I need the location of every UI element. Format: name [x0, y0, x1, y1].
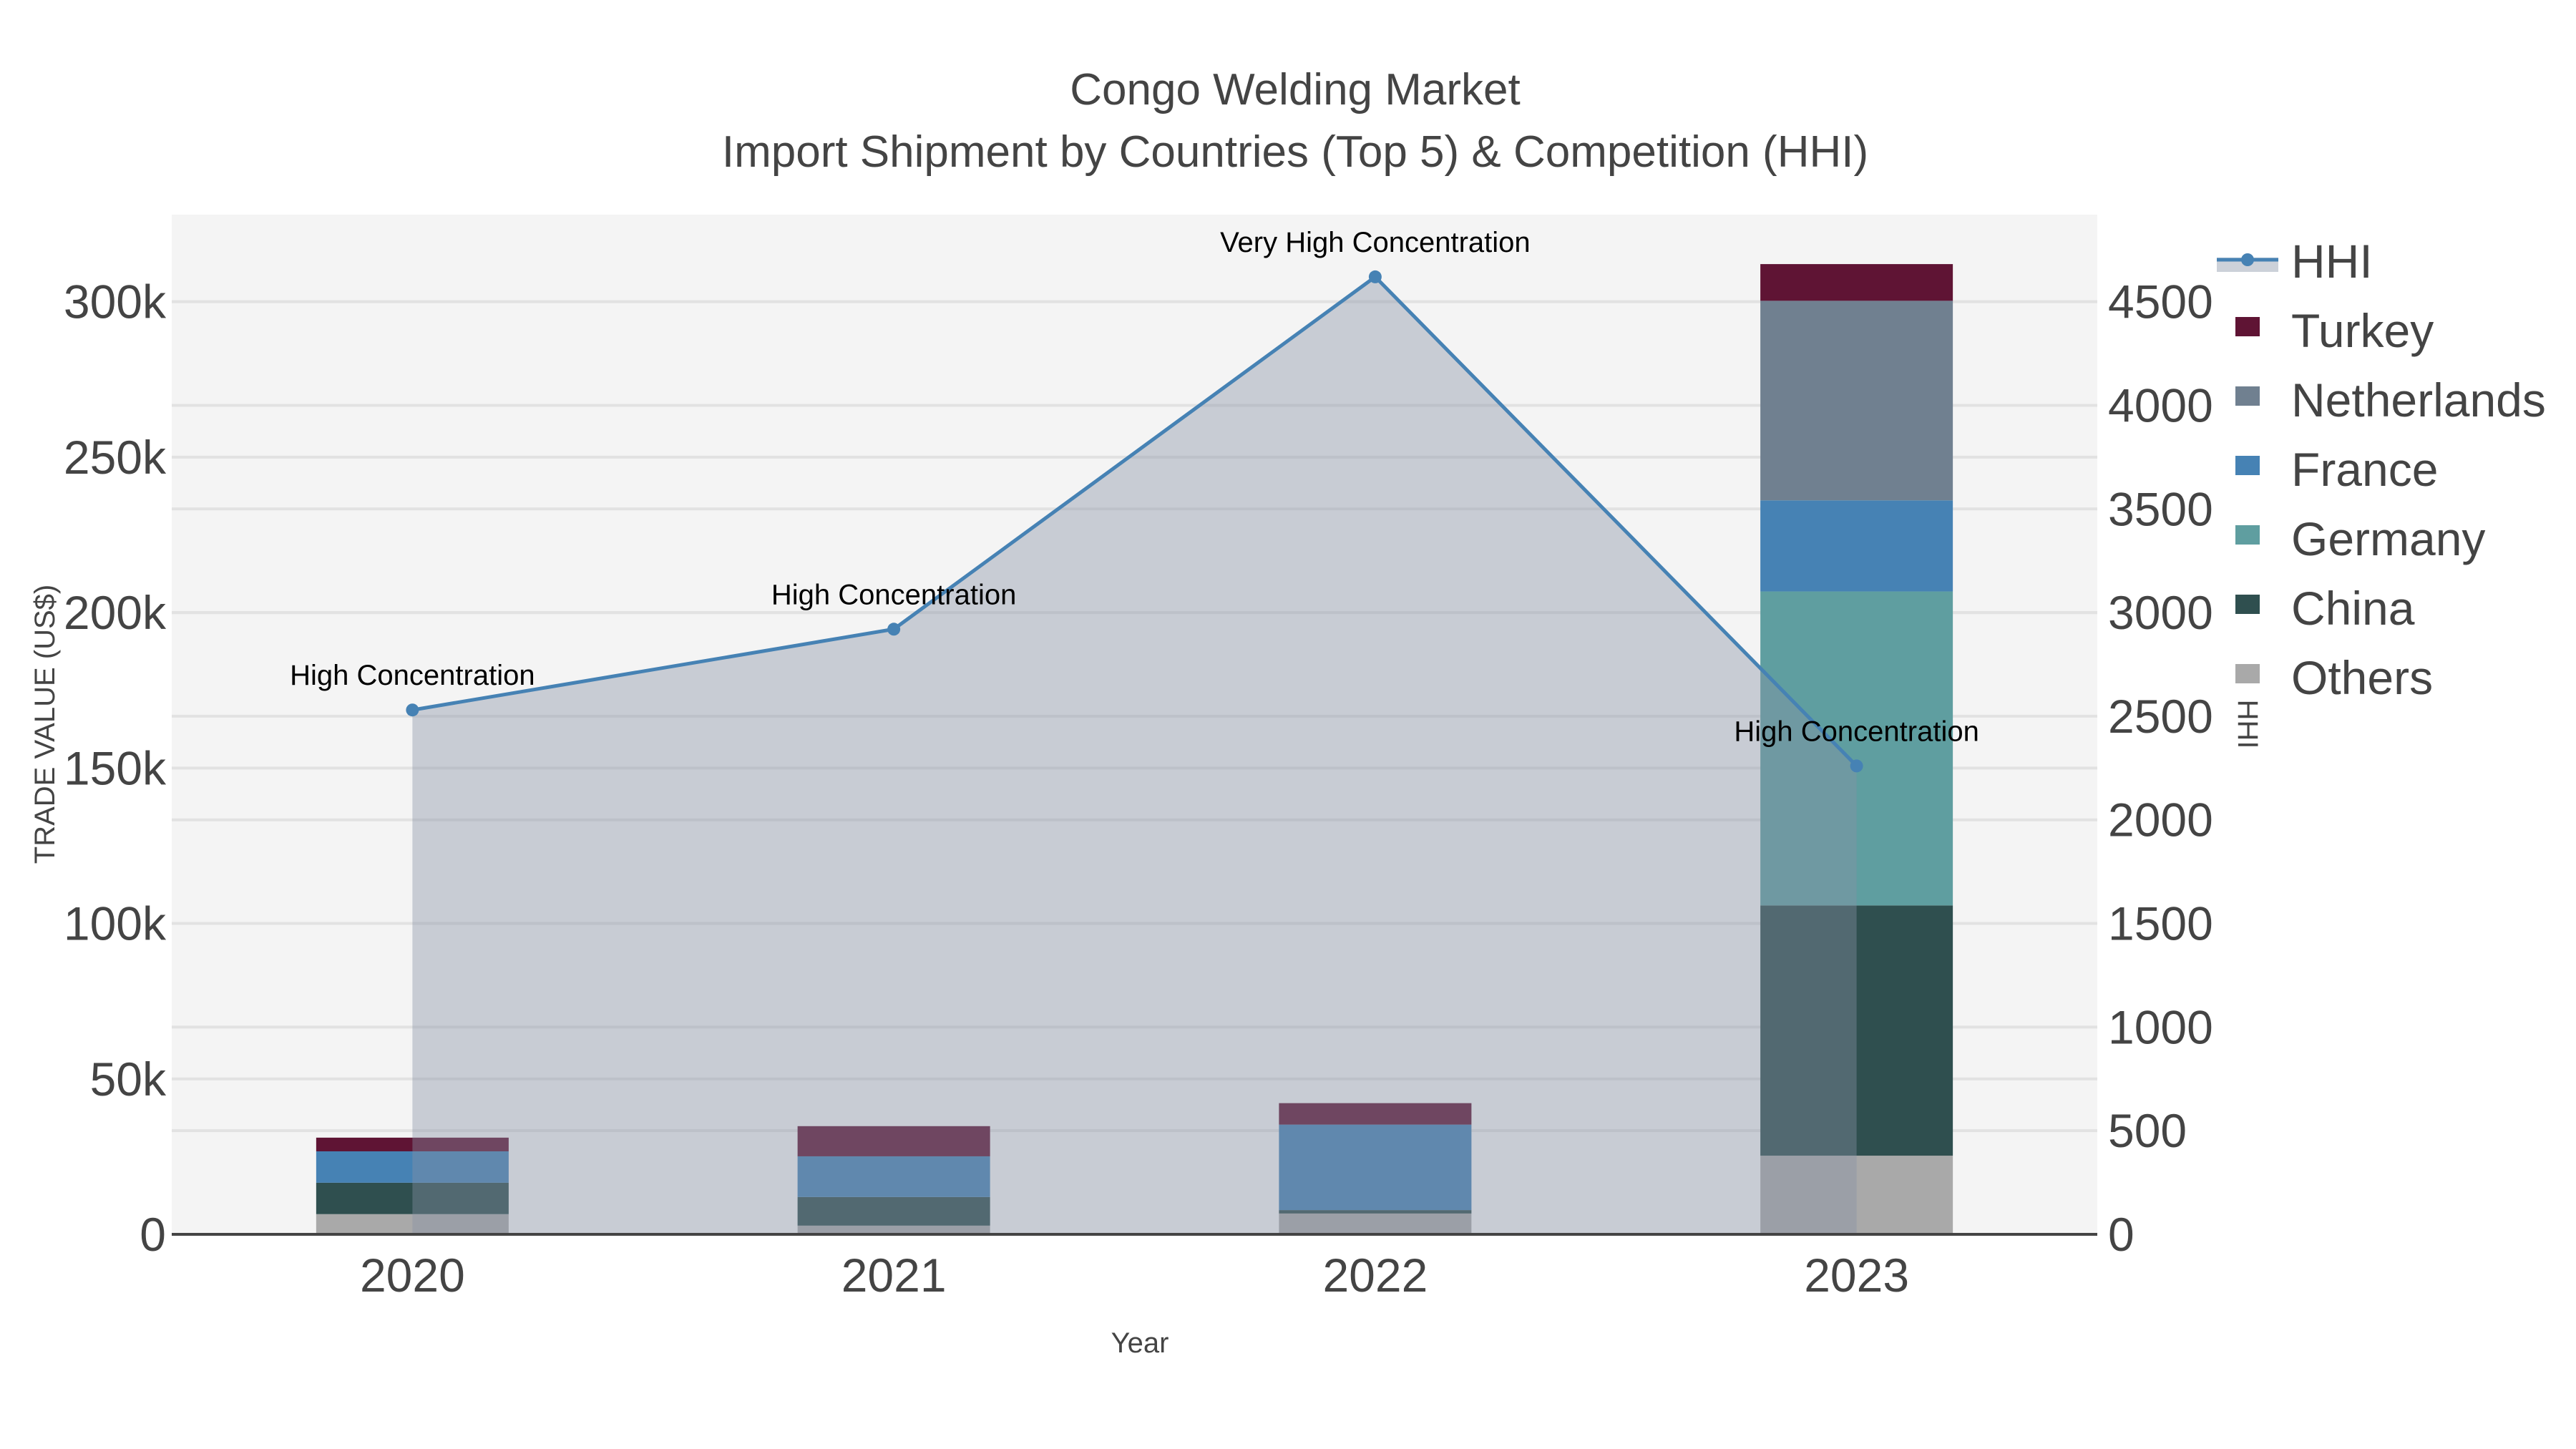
legend-swatch-icon	[2235, 525, 2260, 545]
legend-swatch-icon	[2235, 317, 2260, 336]
legend-item-netherlands[interactable]: Netherlands	[2235, 374, 2546, 426]
legend-marker-icon	[2241, 253, 2254, 266]
y-right-tick-label: 1000	[2108, 1000, 2213, 1053]
hhi-annotations: High Concentration High Concentration Very…	[290, 227, 1979, 748]
y-left-ticks: 0 50k 100k 150k 200k 250k 300k	[64, 275, 167, 1261]
bar-segment-turkey[interactable]	[316, 1137, 509, 1152]
hhi-marker[interactable]	[1368, 270, 1382, 283]
bar-segment-germany[interactable]	[1760, 591, 1953, 906]
y-right-tick-label: 1500	[2108, 897, 2213, 950]
legend-label: HHI	[2291, 235, 2373, 288]
stacked-bars	[316, 264, 1953, 1234]
hhi-annotation: High Concentration	[771, 579, 1016, 610]
y-left-tick-label: 300k	[64, 275, 167, 328]
y-right-tick-label: 500	[2108, 1104, 2187, 1157]
hhi-line-path	[411, 274, 1858, 768]
legend-item-france[interactable]: France	[2235, 443, 2438, 496]
legend-label: Others	[2291, 651, 2433, 704]
y-right-tick-label: 2500	[2108, 690, 2213, 743]
y-right-axis-title: HHI	[2232, 700, 2263, 749]
y-left-tick-label: 100k	[64, 897, 167, 950]
legend-item-china[interactable]: China	[2235, 582, 2415, 635]
bar-segment-china[interactable]	[316, 1182, 509, 1214]
legend-label: China	[2291, 582, 2415, 635]
legend-label: Germany	[2291, 512, 2485, 565]
y-right-tick-label: 4000	[2108, 379, 2213, 431]
legend-item-turkey[interactable]: Turkey	[2235, 304, 2434, 357]
legend-swatch-icon	[2235, 664, 2260, 683]
bar-segment-france[interactable]	[316, 1151, 509, 1183]
x-tick-label: 2021	[841, 1249, 947, 1302]
legend-label: Netherlands	[2291, 374, 2546, 426]
y-left-tick-label: 200k	[64, 586, 167, 639]
bar-segment-france[interactable]	[797, 1156, 990, 1197]
y-right-tick-label: 3500	[2108, 482, 2213, 535]
x-tick-label: 2023	[1804, 1249, 1909, 1302]
y-left-tick-label: 50k	[90, 1053, 167, 1106]
hhi-marker[interactable]	[1850, 759, 1863, 773]
chart-title-line1: Congo Welding Market	[1070, 65, 1521, 114]
legend-swatch-icon	[2235, 386, 2260, 406]
x-axis-title: Year	[1111, 1327, 1169, 1359]
legend-item-hhi[interactable]: HHI	[2217, 235, 2373, 288]
bar-segment-turkey[interactable]	[1279, 1103, 1472, 1125]
hhi-annotation: High Concentration	[290, 660, 535, 691]
legend-item-others[interactable]: Others	[2235, 651, 2433, 704]
y-right-tick-label: 2000	[2108, 794, 2213, 847]
bar-segment-france[interactable]	[1279, 1124, 1472, 1211]
hhi-line	[406, 270, 1863, 773]
bar-segment-others[interactable]	[1279, 1213, 1472, 1234]
hhi-area	[412, 276, 1857, 1234]
y-right-tick-label: 4500	[2108, 275, 2213, 328]
bar-segment-netherlands[interactable]	[1760, 301, 1953, 501]
y-left-tick-label: 150k	[64, 741, 167, 794]
bar-segment-others[interactable]	[1760, 1156, 1953, 1234]
hhi-annotation: High Concentration	[1734, 716, 1979, 747]
legend-swatch-icon	[2235, 595, 2260, 614]
y-right-tick-label: 3000	[2108, 586, 2213, 639]
legend-swatch-icon	[2235, 456, 2260, 475]
bar-segment-turkey[interactable]	[797, 1126, 990, 1156]
chart-title-line2: Import Shipment by Countries (Top 5) & C…	[722, 127, 1868, 177]
legend: HHI Turkey Netherlands France Germany China Ot…	[2217, 235, 2546, 704]
bar-segment-china[interactable]	[1760, 905, 1953, 1156]
bar-segment-china[interactable]	[797, 1196, 990, 1226]
hhi-fill	[412, 276, 1857, 1234]
y-left-axis-title: TRADE VALUE (US$)	[29, 585, 61, 864]
y-left-tick-label: 250k	[64, 431, 167, 484]
bar-segment-others[interactable]	[316, 1214, 509, 1234]
hhi-annotation: Very High Concentration	[1220, 227, 1531, 258]
legend-label: Turkey	[2291, 304, 2434, 357]
y-right-tick-label: 0	[2108, 1208, 2135, 1261]
x-tick-label: 2020	[360, 1249, 465, 1302]
bar-segment-turkey[interactable]	[1760, 264, 1953, 301]
bar-segment-france[interactable]	[1760, 500, 1953, 592]
legend-item-germany[interactable]: Germany	[2235, 512, 2485, 565]
hhi-marker[interactable]	[406, 703, 419, 717]
x-ticks: 2020 2021 2022 2023	[360, 1249, 1909, 1302]
hhi-marker[interactable]	[887, 623, 901, 636]
y-right-ticks: 0 500 1000 1500 2000 2500 3000 3500 4000 4500	[2108, 275, 2213, 1261]
bar-segment-others[interactable]	[797, 1225, 990, 1234]
x-tick-label: 2022	[1322, 1249, 1428, 1302]
bar-segment-china[interactable]	[1279, 1210, 1472, 1214]
legend-label: France	[2291, 443, 2438, 496]
y-left-tick-label: 0	[140, 1208, 166, 1261]
